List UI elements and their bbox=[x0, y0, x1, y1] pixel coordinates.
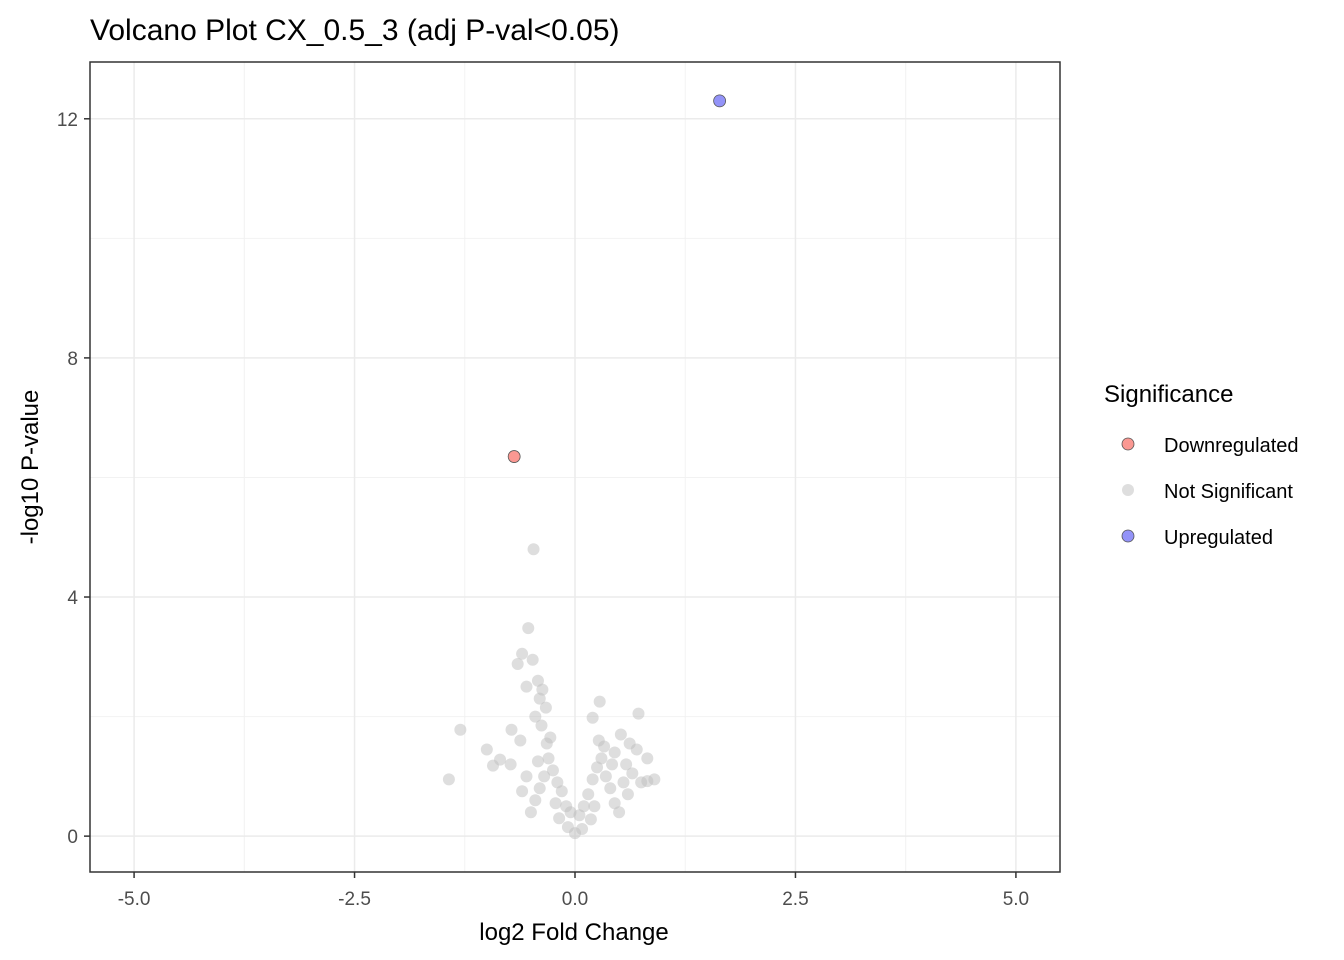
legend-label: Not Significant bbox=[1164, 481, 1293, 503]
data-point-not-significant bbox=[586, 773, 599, 786]
data-point-not-significant bbox=[505, 723, 518, 736]
legend-entries: Downregulated Not Significant Upregulated bbox=[1121, 435, 1299, 549]
data-point-not-significant bbox=[593, 695, 606, 708]
data-point-upregulated bbox=[713, 94, 727, 108]
data-point-not-significant bbox=[480, 743, 493, 756]
y-tick-label: 12 bbox=[57, 110, 78, 131]
y-axis-title: -log10 P-value bbox=[17, 390, 44, 545]
data-point-not-significant bbox=[516, 785, 529, 798]
legend-key bbox=[1121, 437, 1135, 451]
data-point-not-significant bbox=[613, 806, 626, 819]
data-point-not-significant bbox=[635, 776, 648, 789]
data-point-not-significant bbox=[529, 794, 542, 807]
data-point-not-significant bbox=[551, 776, 564, 789]
data-point-not-significant bbox=[569, 827, 581, 840]
legend-key bbox=[1121, 529, 1135, 543]
data-point-not-significant bbox=[617, 776, 630, 789]
y-tick-label: 8 bbox=[67, 349, 78, 370]
data-point-not-significant bbox=[641, 752, 654, 765]
data-points bbox=[442, 94, 727, 840]
legend-label: Upregulated bbox=[1164, 527, 1273, 549]
data-point-not-significant bbox=[504, 758, 517, 771]
data-point-not-significant bbox=[586, 711, 599, 724]
y-tick-label: 4 bbox=[67, 588, 78, 609]
data-point-not-significant bbox=[454, 723, 467, 736]
data-point-not-significant bbox=[573, 809, 586, 822]
data-point-not-significant bbox=[516, 647, 529, 660]
x-tick-label: -5.0 bbox=[118, 889, 151, 910]
data-point-not-significant bbox=[555, 785, 568, 798]
data-point-not-significant bbox=[524, 806, 537, 819]
data-point-not-significant bbox=[626, 767, 639, 780]
x-axis-title: log2 Fold Change bbox=[479, 919, 668, 946]
data-point-not-significant bbox=[522, 622, 535, 635]
data-point-not-significant bbox=[621, 788, 634, 801]
data-point-not-significant bbox=[538, 770, 551, 783]
data-point-not-significant bbox=[535, 719, 548, 732]
data-point-not-significant bbox=[623, 737, 636, 750]
x-axis-ticks: -5.0 -2.5 0.0 2.5 5.0 bbox=[118, 872, 1029, 910]
legend: Significance Downregulated Not Significan… bbox=[1104, 381, 1299, 549]
x-tick-label: 5.0 bbox=[1003, 889, 1029, 910]
data-point-not-significant bbox=[533, 782, 546, 795]
legend-title: Significance bbox=[1104, 381, 1233, 408]
chart-title: Volcano Plot CX_0.5_3 (adj P-val<0.05) bbox=[90, 14, 620, 47]
data-point-not-significant bbox=[599, 770, 612, 783]
data-point-not-significant bbox=[591, 761, 604, 774]
x-tick-label: 0.0 bbox=[562, 889, 588, 910]
data-point-downregulated bbox=[507, 450, 521, 463]
x-tick-label: -2.5 bbox=[338, 889, 371, 910]
data-point-not-significant bbox=[442, 773, 455, 786]
data-point-not-significant bbox=[546, 764, 559, 777]
data-point-not-significant bbox=[608, 797, 621, 810]
y-tick-label: 0 bbox=[67, 827, 78, 848]
grid-lines bbox=[90, 62, 1060, 872]
data-point-not-significant bbox=[620, 758, 633, 771]
data-point-not-significant bbox=[539, 701, 552, 714]
data-point-not-significant bbox=[511, 657, 524, 670]
data-point-not-significant bbox=[527, 543, 540, 556]
data-point-not-significant bbox=[486, 759, 499, 772]
data-point-not-significant bbox=[531, 674, 544, 687]
data-point-not-significant bbox=[595, 752, 608, 765]
data-point-not-significant bbox=[608, 746, 621, 759]
data-point-not-significant bbox=[542, 752, 555, 765]
data-point-not-significant bbox=[549, 797, 562, 810]
data-point-not-significant bbox=[520, 680, 533, 693]
data-point-not-significant bbox=[514, 734, 527, 747]
legend-key bbox=[1122, 484, 1134, 496]
data-point-not-significant bbox=[588, 800, 601, 813]
data-point-not-significant bbox=[577, 800, 590, 813]
data-point-not-significant bbox=[526, 653, 539, 666]
data-point-not-significant bbox=[520, 770, 533, 783]
data-point-not-significant bbox=[614, 728, 627, 741]
data-point-not-significant bbox=[582, 788, 595, 801]
data-point-not-significant bbox=[553, 812, 566, 825]
data-point-not-significant bbox=[604, 782, 617, 795]
data-point-not-significant bbox=[606, 758, 619, 771]
data-point-not-significant bbox=[544, 731, 557, 744]
legend-label: Downregulated bbox=[1164, 435, 1299, 457]
x-tick-label: 2.5 bbox=[782, 889, 808, 910]
data-point-not-significant bbox=[529, 710, 542, 723]
data-point-not-significant bbox=[584, 813, 597, 826]
data-point-not-significant bbox=[531, 755, 544, 768]
data-point-not-significant bbox=[592, 734, 605, 747]
data-point-not-significant bbox=[533, 692, 546, 705]
data-point-not-significant bbox=[632, 707, 645, 720]
y-axis-ticks: 0 4 8 12 bbox=[57, 110, 90, 848]
